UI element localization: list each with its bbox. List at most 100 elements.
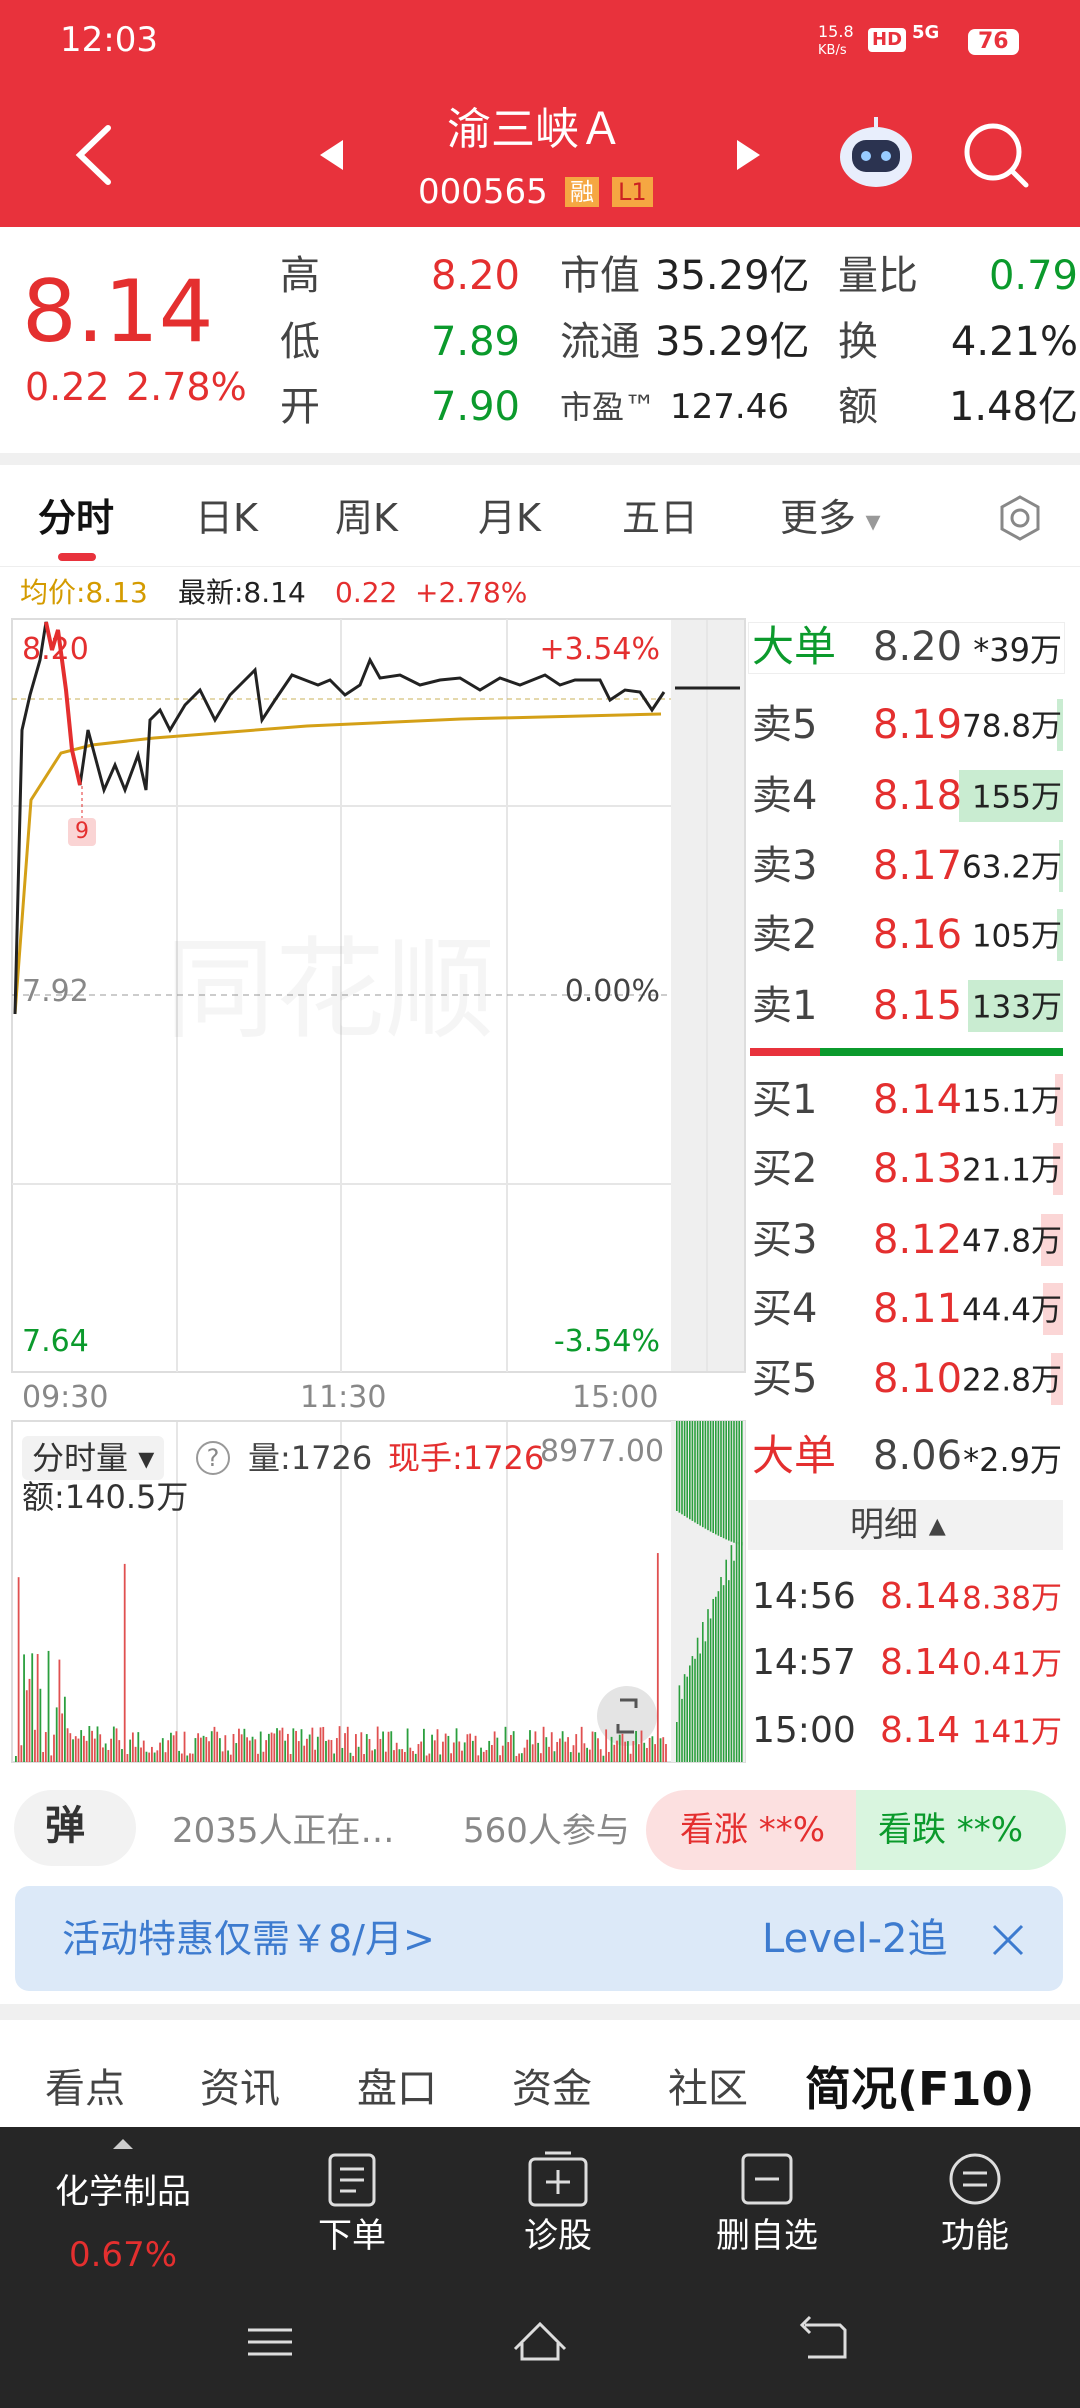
chart-tab[interactable]: 月K	[478, 496, 541, 540]
nav-item[interactable]: 诊股	[524, 2216, 592, 2256]
volume-bar-decor	[471, 1740, 474, 1762]
chart-tab[interactable]: 分时	[38, 496, 115, 540]
volume-bar-decor	[640, 1730, 643, 1762]
chart-tab[interactable]: 五日	[622, 496, 699, 540]
volume-bar-decor	[559, 1738, 561, 1762]
volume-bar-decor	[306, 1738, 308, 1762]
volume-bar-decor	[267, 1733, 270, 1762]
change-pct: 2.78%	[126, 365, 247, 409]
promo-banner[interactable]	[15, 1886, 1063, 1991]
volume-bar-decor	[85, 1740, 88, 1762]
network: 5G	[912, 22, 940, 43]
volume-bar-decor	[499, 1755, 501, 1762]
close-icon[interactable]	[990, 1922, 1026, 1958]
book-price: 8.16	[873, 912, 963, 958]
time-label: 15:00	[572, 1380, 659, 1415]
robot-icon[interactable]	[840, 117, 912, 187]
volume-bar-decor	[357, 1746, 360, 1762]
volume-bar-decor	[646, 1747, 648, 1762]
volume-bar-decor	[686, 1676, 688, 1762]
stat-value: 35.29亿	[655, 253, 810, 299]
info-tab[interactable]: 简况(F10)	[805, 2062, 1035, 2116]
info-tab[interactable]: 资讯	[200, 2066, 280, 2112]
volume-bar-decor	[398, 1749, 401, 1762]
danmu-label: 弹	[45, 1803, 85, 1849]
volume-bar-decor	[550, 1732, 553, 1762]
volume-bar-decor	[730, 1421, 733, 1542]
bull-button[interactable]	[646, 1790, 858, 1870]
ratio-bar-buy	[820, 1048, 1063, 1056]
volume-bar-decor	[36, 1654, 39, 1762]
info-tab[interactable]: 资金	[512, 2066, 592, 2112]
trade-volume: 141万	[971, 1714, 1062, 1751]
chart-tab[interactable]: 更多 ▾	[780, 496, 881, 540]
volume-bar-decor	[469, 1733, 472, 1762]
volume-bar-decor	[683, 1421, 686, 1516]
book-volume: 133万	[971, 989, 1062, 1026]
detail-header[interactable]	[748, 1500, 1063, 1550]
info-change-pct: +2.78%	[415, 576, 528, 609]
time-label: 11:30	[300, 1380, 387, 1415]
chart-tab[interactable]: 日K	[195, 496, 258, 540]
trade-volume: 0.41万	[961, 1646, 1062, 1683]
nav-item[interactable]: 下单	[318, 2216, 386, 2256]
volume-bar-decor	[156, 1750, 159, 1762]
sector-name[interactable]: 化学制品	[55, 2172, 191, 2212]
volume-bar-decor	[683, 1674, 686, 1762]
volume-selector[interactable]: 分时量 ▾	[22, 1436, 165, 1480]
search-icon[interactable]	[964, 123, 1029, 188]
stat-label: 低	[280, 319, 320, 365]
volume-bar-decor	[501, 1745, 504, 1762]
volume-bar-decor	[368, 1738, 371, 1762]
volume-bar-decor	[717, 1591, 720, 1762]
volume-bar-decor	[164, 1752, 167, 1762]
info-tab[interactable]: 社区	[668, 2066, 748, 2112]
volume-bar-bg	[1057, 699, 1063, 751]
volume-bar-decor	[452, 1742, 455, 1762]
help-icon[interactable]: ?	[196, 1441, 230, 1475]
volume-bar-decor	[717, 1421, 720, 1536]
big-sell-label: 大单	[752, 622, 837, 671]
book-volume: 22.8万	[961, 1362, 1062, 1399]
volume-bar-decor	[338, 1726, 341, 1762]
volume-bar-decor	[287, 1733, 289, 1762]
prev-icon[interactable]	[320, 140, 343, 170]
volume-bar-decor	[507, 1742, 510, 1762]
settings-icon[interactable]	[995, 493, 1045, 543]
volume-bar-decor	[741, 1421, 743, 1546]
nav-item[interactable]: 删自选	[716, 2216, 818, 2256]
book-volume: 105万	[971, 918, 1062, 955]
volume-bar-decor	[178, 1750, 180, 1762]
volume-bar-decor	[580, 1726, 583, 1762]
watermark: 同花顺	[165, 935, 495, 1045]
info-tab[interactable]: 盘口	[357, 2066, 437, 2112]
watching: 2035人正在…	[172, 1811, 395, 1851]
volume-bar-decor	[488, 1740, 491, 1762]
volume-bar-decor	[325, 1740, 327, 1762]
volume-bar-decor	[643, 1742, 646, 1762]
volume-bar-decor	[529, 1730, 531, 1762]
volume-bar-decor	[202, 1735, 205, 1762]
back-icon[interactable]	[75, 125, 111, 185]
volume-bar-decor	[702, 1622, 704, 1762]
nav-item[interactable]: 功能	[941, 2216, 1009, 2256]
volume-bar-decor	[235, 1743, 238, 1762]
volume-bar-decor	[629, 1753, 632, 1762]
volume-bar-decor	[74, 1736, 77, 1762]
net-speed-unit: KB/s	[818, 43, 847, 58]
chart-tab[interactable]: 周K	[335, 496, 398, 540]
volume-bar-decor	[735, 1542, 738, 1762]
big-order-box	[748, 622, 1065, 674]
volume-bar-decor	[709, 1618, 712, 1762]
volume-bar-decor	[696, 1637, 699, 1762]
danmu-button[interactable]	[14, 1790, 136, 1866]
info-tab[interactable]: 看点	[45, 2066, 125, 2112]
volume-bar-bg	[1041, 1214, 1063, 1266]
book-volume: 47.8万	[961, 1223, 1062, 1260]
next-icon[interactable]	[737, 140, 760, 170]
volume-bar-decor	[735, 1421, 738, 1544]
bear-button[interactable]	[856, 1790, 1066, 1870]
volume-bar-decor	[55, 1707, 58, 1762]
volume-bar-decor	[678, 1421, 681, 1513]
volume-bar-decor	[583, 1743, 586, 1762]
